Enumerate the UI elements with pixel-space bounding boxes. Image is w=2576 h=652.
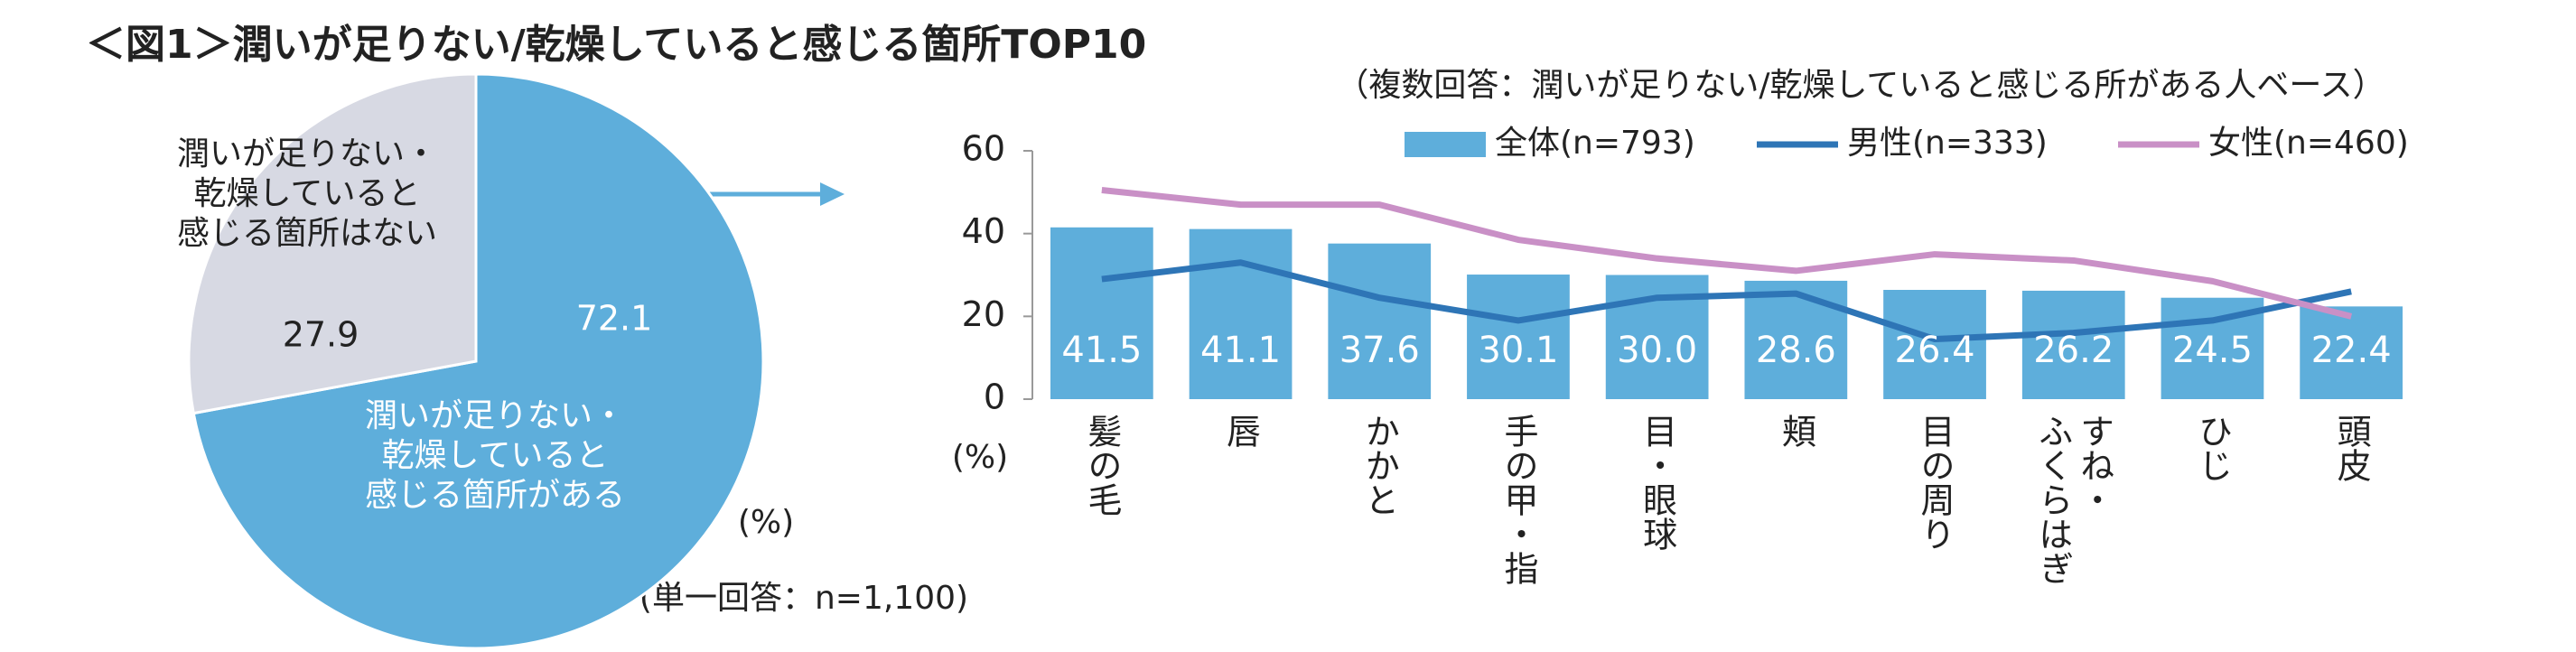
title: ＜図1＞潤いが足りない/乾燥していると感じる箇所TOP10 [86,22,1146,68]
x-tick-label: ひじ [2192,414,2233,482]
x-tick-label: 髪の毛 [1081,414,1122,517]
line [1101,259,2352,343]
bar-value-label: 26.2 [2033,330,2114,371]
legend-swatch [1405,132,1486,157]
subtitle: （複数回答：潤いが足りない/乾燥していると感じる所がある人ベース） [1336,67,2385,104]
legend-label: 女性(n=460) [2208,125,2409,162]
x-tick-label: 目の周り [1915,414,1955,551]
legend-label: 男性(n=333) [1847,125,2048,162]
pie-value-label: 27.9 [283,315,359,355]
bar [1189,228,1293,399]
pie-unit: (%) [738,504,794,541]
pie-category-label: 潤いが足りない・ 乾燥していると 感じる箇所はない [176,135,437,252]
bar-value-label: 26.4 [1895,330,1975,371]
y-tick-label: 40 [962,211,1005,251]
bar-value-label: 22.4 [2311,330,2392,371]
x-tick-label: 頬 [1776,414,1816,448]
bar [2021,290,2125,399]
bar [1328,243,1432,399]
arrow-head [820,182,845,206]
y-tick-label: 20 [962,294,1005,334]
bar-value-label: 41.1 [1200,330,1281,371]
bar-value-label: 30.0 [1617,330,1697,371]
bar-value-label: 41.5 [1061,330,1142,371]
pie-category-label: 潤いが足りない・ 乾燥していると 感じる箇所がある [364,397,625,514]
x-tick-label: 唇 [1220,414,1261,448]
bar-value-label: 24.5 [2172,330,2253,371]
pie-slice [191,72,765,650]
pie-value-label: 72.1 [576,299,653,339]
legend-label: 全体(n=793) [1495,125,1695,162]
y-tick-label: 0 [984,377,1005,417]
bar-unit: (%) [952,439,1008,476]
x-tick-label: かかと [1359,414,1400,517]
bar [2300,306,2403,399]
x-tick-label: 手の甲・指 [1498,414,1538,585]
x-tick-label: 頭皮 [2331,414,2372,482]
x-tick-label: 目・眼球 [1637,414,1677,551]
pie-note: (単一回答：n=1,100) [639,580,968,617]
y-tick-label: 60 [962,129,1005,169]
bar [1883,290,1986,399]
bar-value-label: 30.1 [1478,330,1558,371]
bar-value-label: 37.6 [1339,330,1420,371]
pie-slice [187,72,478,415]
bar [1050,227,1153,399]
line [1101,187,2353,320]
bar-value-label: 28.6 [1756,330,1836,371]
bar [1467,275,1570,399]
bar [1744,280,1848,399]
x-tick-label: すね・ ふくらはぎ [2032,414,2114,585]
